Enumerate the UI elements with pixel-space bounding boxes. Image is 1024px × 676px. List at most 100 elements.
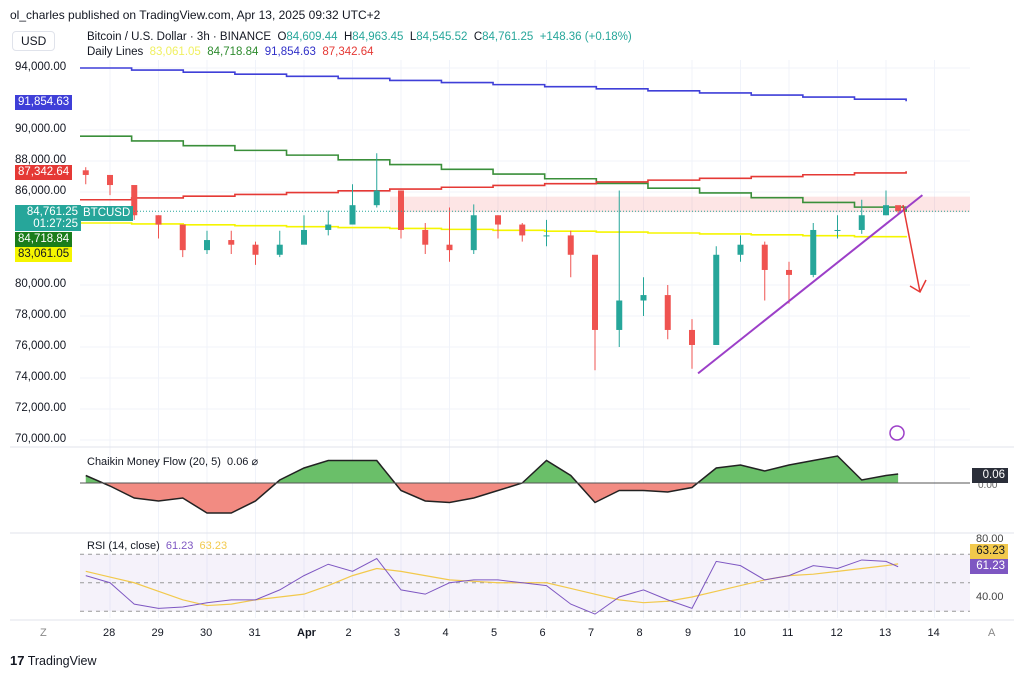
candle-body xyxy=(446,244,453,251)
candle-body xyxy=(179,224,186,251)
candle-body xyxy=(640,295,647,301)
l-label: L xyxy=(409,31,417,43)
time-tick: 3 xyxy=(394,627,401,639)
candle-body xyxy=(349,205,356,225)
candle-body xyxy=(616,300,623,330)
candle-body xyxy=(131,185,138,216)
cmf-value-badge: 0.06 xyxy=(972,468,1008,483)
rsi-label: RSI (14, close) xyxy=(87,540,160,552)
brand-name: TradingView xyxy=(27,654,97,668)
candle-body xyxy=(107,174,113,186)
time-tick: 8 xyxy=(636,627,643,639)
currency-button[interactable]: USD xyxy=(12,31,56,51)
bar-countdown: 01:27:25 xyxy=(33,218,78,230)
rsi-line xyxy=(85,557,899,615)
time-tick: 9 xyxy=(685,627,692,639)
candle-body xyxy=(737,244,744,255)
time-tick: 12 xyxy=(830,627,843,639)
candle-body xyxy=(713,254,720,345)
price-tick: 88,000.00 xyxy=(15,154,67,166)
candle-body xyxy=(228,240,235,245)
candle-body xyxy=(689,329,695,345)
rsi-legend-value: 61.23 xyxy=(165,540,194,552)
time-tick: 2 xyxy=(345,627,352,639)
rsi-badge: 61.23 xyxy=(970,559,1008,574)
candle-body xyxy=(373,190,380,206)
bearish-arrow xyxy=(902,204,927,294)
time-tick: 29 xyxy=(151,627,164,639)
candle-body xyxy=(155,215,162,225)
price-tick: 76,000.00 xyxy=(15,340,67,352)
go-to-date-button[interactable]: Z xyxy=(40,627,47,639)
h-label: H xyxy=(343,31,353,43)
candle-body xyxy=(82,170,89,175)
price-tick: 90,000.00 xyxy=(15,123,67,135)
cmf-line xyxy=(85,455,899,514)
price-tick: 94,000.00 xyxy=(15,61,67,73)
cmf-legend-value: 0.06 xyxy=(227,456,249,468)
daily-lines-legend: Daily Lines 83,061.05 84,718.84 91,854.6… xyxy=(87,46,374,58)
daily-line xyxy=(80,135,907,212)
candle-body xyxy=(895,205,902,212)
daily-line xyxy=(80,171,907,201)
time-tick: 6 xyxy=(539,627,546,639)
low-value: 84,545.52 xyxy=(416,31,468,43)
resistance-zone xyxy=(390,196,970,213)
candle-body xyxy=(761,244,768,270)
time-tick: Apr xyxy=(297,627,316,639)
candle-body xyxy=(495,215,501,225)
candle-body xyxy=(567,235,574,255)
price-tick: 74,000.00 xyxy=(15,371,67,383)
price-tick: 86,000.00 xyxy=(15,185,67,197)
time-tick: 30 xyxy=(200,627,213,639)
candle-body xyxy=(422,229,429,245)
rsi-tick-80: 80.00 xyxy=(976,533,1004,545)
change-value: +148.36 (+0.18%) xyxy=(539,31,632,43)
o-label: O xyxy=(277,31,287,43)
candle-body xyxy=(252,244,259,255)
candle-body xyxy=(883,205,889,216)
high-value: 84,963.45 xyxy=(352,31,404,43)
symbol-legend: Bitcoin / U.S. Dollar · 3h · BINANCE O84… xyxy=(87,31,632,43)
candle-body xyxy=(858,215,865,230)
auto-scale-button[interactable]: A xyxy=(988,627,996,639)
time-tick: 10 xyxy=(733,627,746,639)
candle-body xyxy=(398,190,404,230)
line-value-red: 87,342.64 xyxy=(322,46,374,58)
replay-icon xyxy=(889,425,905,441)
badge-green-line: 84,718.84 xyxy=(15,232,73,247)
price-tick: 72,000.00 xyxy=(15,402,67,414)
close-value: 84,761.25 xyxy=(482,31,534,43)
hide-values-icon[interactable]: ⌀ xyxy=(251,456,259,468)
candle-body xyxy=(301,229,307,245)
ascending-trendline xyxy=(697,194,923,375)
candle-body xyxy=(834,229,841,231)
tradingview-logo: 17 TradingView xyxy=(10,653,97,668)
badge-blue-line: 91,854.63 xyxy=(15,95,73,110)
badge-last-price: 84,761.25 01:27:25 xyxy=(15,205,81,231)
daily-line xyxy=(80,222,907,238)
open-value: 84,609.44 xyxy=(286,31,338,43)
published-note: ol_charles published on TradingView.com,… xyxy=(10,8,381,22)
candle-body xyxy=(664,295,671,330)
line-value-green: 84,718.84 xyxy=(207,46,259,58)
daily-line xyxy=(80,67,907,102)
line-value-blue: 91,854.63 xyxy=(264,46,316,58)
cmf-legend: Chaikin Money Flow (20, 5) 0.06 ⌀ xyxy=(87,455,258,468)
candle-body xyxy=(276,244,283,255)
symbol-tag: BTCUSD xyxy=(80,206,134,221)
c-label: C xyxy=(473,31,483,43)
time-tick: 28 xyxy=(103,627,116,639)
candle-body xyxy=(204,240,210,251)
rsi-tick-40: 40.00 xyxy=(976,591,1004,603)
line-value-yellow: 83,061.05 xyxy=(149,46,201,58)
time-tick: 11 xyxy=(782,627,794,639)
candle-body xyxy=(519,224,526,236)
candle-body xyxy=(470,215,477,251)
candle-body xyxy=(786,269,792,275)
cmf-label: Chaikin Money Flow (20, 5) xyxy=(87,456,221,468)
cmf-zero-tick: 0.00 xyxy=(978,480,998,491)
cmf-negative-area xyxy=(85,483,899,513)
